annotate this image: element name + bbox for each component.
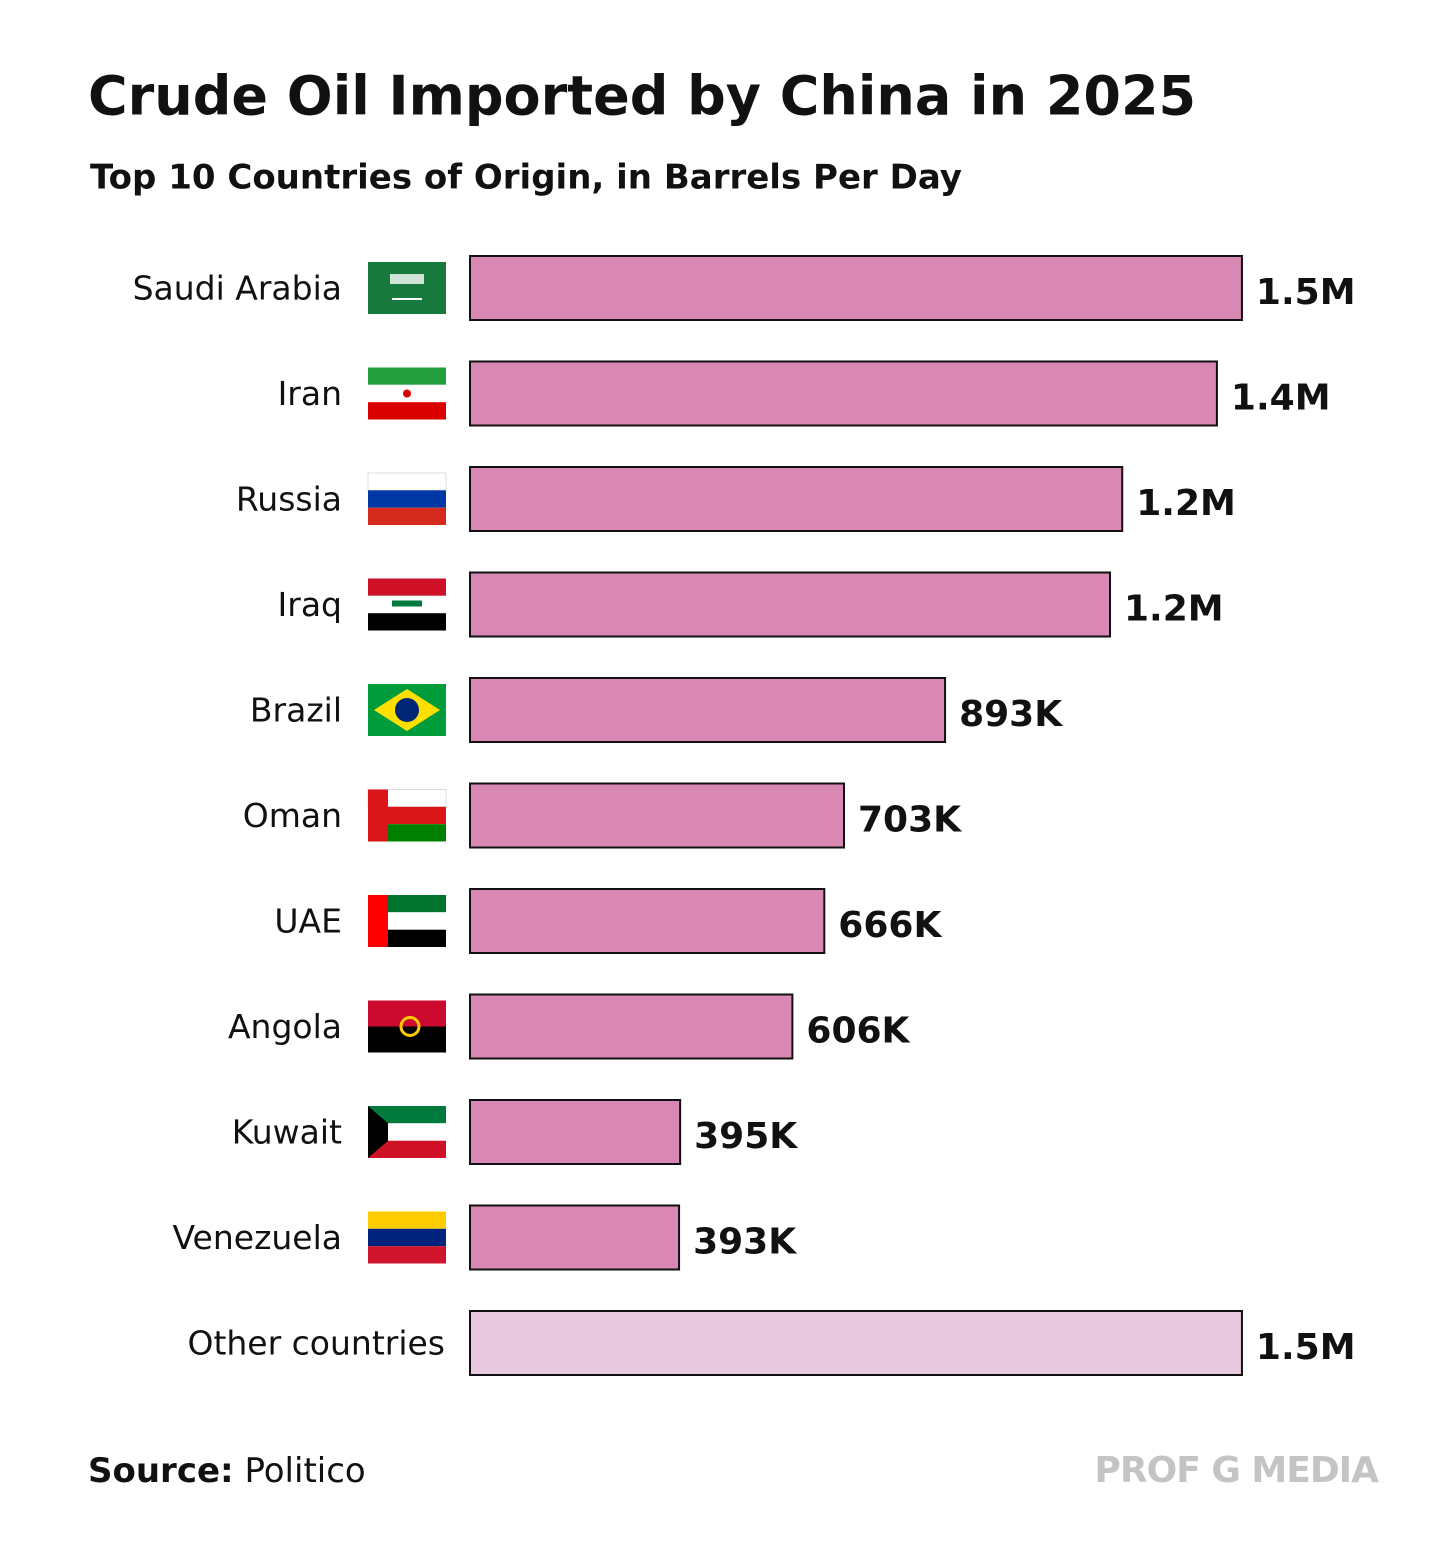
category-label: Saudi Arabia — [133, 269, 342, 308]
flags — [367, 262, 447, 1264]
source-name: Politico — [244, 1451, 365, 1491]
bar — [469, 466, 1124, 532]
flag-kuwait — [368, 1106, 446, 1158]
bar — [469, 1204, 681, 1271]
category-label: Russia — [236, 480, 342, 519]
category-label: Angola — [228, 1007, 342, 1046]
category-label: Other countries — [187, 1324, 445, 1363]
chart-title: Crude Oil Imported by China in 2025 — [88, 65, 1196, 128]
category-label: Brazil — [250, 691, 342, 730]
flag-venezuela — [368, 1211, 446, 1264]
bar — [469, 1099, 682, 1165]
flag-russia — [367, 472, 447, 525]
value-label: 393K — [693, 1222, 797, 1263]
value-label: 606K — [806, 1011, 910, 1052]
bar — [469, 993, 794, 1060]
source-label: Source: — [88, 1451, 234, 1491]
flag-uae — [368, 895, 446, 947]
flag-brazil — [368, 684, 446, 736]
value-label: 1.4M — [1231, 378, 1331, 419]
category-label: Iran — [278, 374, 342, 413]
bar — [469, 571, 1111, 638]
flag-oman — [367, 789, 447, 842]
chart-subtitle: Top 10 Countries of Origin, in Barrels P… — [90, 158, 962, 198]
bar — [469, 360, 1218, 427]
bar — [469, 1310, 1243, 1376]
category-label: UAE — [274, 902, 342, 941]
value-label: 666K — [838, 905, 942, 946]
bar — [469, 255, 1243, 321]
flag-angola — [368, 1000, 446, 1053]
value-label: 893K — [959, 694, 1063, 735]
bar — [469, 888, 826, 954]
value-label: 1.2M — [1136, 483, 1236, 524]
category-label: Iraq — [278, 585, 342, 624]
watermark: PROF G MEDIA — [1095, 1450, 1380, 1491]
flag-saudi — [368, 262, 446, 314]
bar — [469, 677, 947, 743]
value-label: 1.5M — [1256, 1327, 1356, 1368]
value-label: 703K — [858, 800, 962, 841]
bar — [469, 782, 845, 849]
category-label: Oman — [243, 796, 342, 835]
value-label: 1.2M — [1124, 589, 1224, 630]
category-label: Kuwait — [232, 1113, 342, 1152]
source: Source: Politico — [88, 1451, 366, 1491]
flag-iran — [368, 367, 446, 420]
flag-iraq — [368, 578, 446, 631]
value-label: 1.5M — [1256, 272, 1356, 313]
value-label: 395K — [694, 1116, 798, 1157]
category-label: Venezuela — [173, 1218, 342, 1257]
